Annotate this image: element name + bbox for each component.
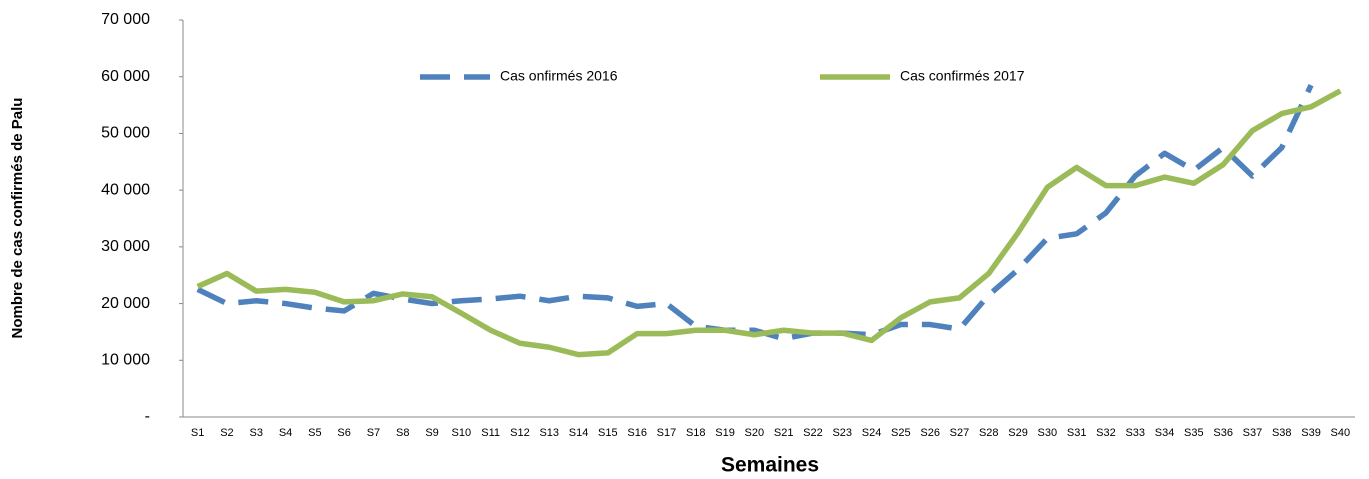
x-tick-label: S12	[510, 427, 530, 439]
x-tick-label: S27	[950, 427, 970, 439]
x-tick-label: S2	[220, 427, 233, 439]
y-tick-label: 20 000	[101, 295, 150, 312]
x-tick-label: S6	[337, 427, 350, 439]
x-tick-label: S25	[891, 427, 911, 439]
x-tick-label: S22	[803, 427, 823, 439]
x-tick-label: S19	[715, 427, 735, 439]
x-tick-label: S30	[1038, 427, 1058, 439]
x-tick-label: S10	[452, 427, 472, 439]
legend-label: Cas onfirmés 2016	[500, 68, 618, 84]
x-tick-label: S15	[598, 427, 618, 439]
x-tick-label: S13	[539, 427, 559, 439]
y-tick-label: 40 000	[101, 181, 150, 198]
x-axis-title: Semaines	[721, 454, 819, 477]
x-tick-label: S21	[774, 427, 794, 439]
y-axis-title: Nombre de cas confirmés de Palu	[9, 98, 26, 339]
x-tick-label: S29	[1008, 427, 1028, 439]
x-tick-label: S31	[1067, 427, 1087, 439]
series-line	[196, 88, 1342, 358]
x-tick-label: S1	[191, 427, 204, 439]
x-tick-label: S14	[569, 427, 589, 439]
x-tick-label: S16	[627, 427, 647, 439]
x-tick-label: S28	[979, 427, 999, 439]
y-tick-label: 70 000	[101, 11, 150, 28]
x-tick-label: S24	[862, 427, 882, 439]
series-line	[196, 84, 1314, 342]
x-tick-label: S20	[745, 427, 765, 439]
x-tick-label: S3	[250, 427, 263, 439]
x-tick-label: S7	[367, 427, 380, 439]
x-tick-label: S18	[686, 427, 706, 439]
x-tick-label: S26	[920, 427, 940, 439]
y-tick-label: 60 000	[101, 68, 150, 85]
x-tick-label: S4	[279, 427, 292, 439]
x-tick-label: S8	[396, 427, 409, 439]
x-tick-label: S9	[425, 427, 438, 439]
x-tick-label: S32	[1096, 427, 1116, 439]
x-tick-label: S23	[832, 427, 852, 439]
x-tick-label: S36	[1213, 427, 1233, 439]
x-tick-label: S40	[1331, 427, 1351, 439]
y-tick-label: -	[145, 408, 150, 425]
x-tick-label: S35	[1184, 427, 1204, 439]
legend-label: Cas confirmés 2017	[900, 68, 1025, 84]
x-tick-label: S39	[1301, 427, 1321, 439]
y-tick-label: 10 000	[101, 352, 150, 369]
y-tick-label: 30 000	[101, 238, 150, 255]
y-tick-label: 50 000	[101, 125, 150, 142]
x-tick-label: S5	[308, 427, 321, 439]
x-tick-label: S34	[1155, 427, 1175, 439]
x-tick-label: S37	[1243, 427, 1263, 439]
x-tick-label: S11	[481, 427, 500, 439]
x-tick-label: S33	[1125, 427, 1145, 439]
x-tick-label: S17	[657, 427, 677, 439]
x-tick-label: S38	[1272, 427, 1292, 439]
